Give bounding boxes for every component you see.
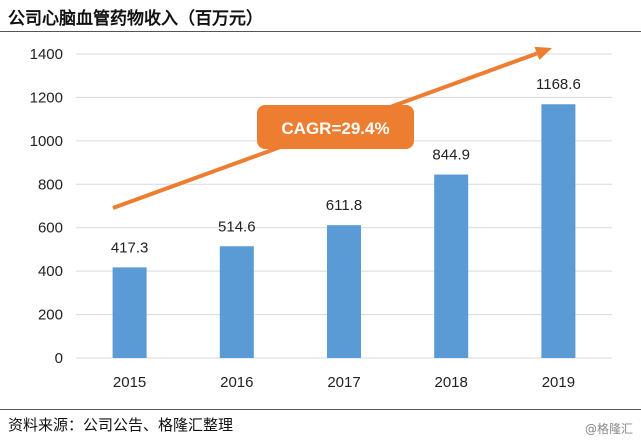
y-tick-label-600: 600	[38, 220, 63, 237]
data-label-2019: 1168.6	[536, 76, 581, 93]
y-tick-label-1000: 1000	[30, 133, 63, 150]
data-label-2018: 844.9	[432, 147, 470, 164]
bar-2019	[541, 104, 576, 358]
y-tick-label-1200: 1200	[30, 89, 63, 106]
top-divider	[0, 31, 641, 32]
x-tick-label-2018: 2018	[435, 374, 468, 391]
data-labels: 417.3 514.6 611.8 844.9 1168.6	[111, 76, 581, 256]
x-tick-label-2017: 2017	[327, 374, 360, 391]
trend-arrow-head	[534, 46, 552, 61]
gridlines	[76, 53, 612, 359]
y-tick-label-1400: 1400	[30, 46, 63, 63]
data-label-2016: 514.6	[218, 218, 256, 235]
watermark: @格隆汇	[584, 422, 633, 436]
x-tick-label-2019: 2019	[542, 374, 575, 391]
cagr-annotation: CAGR=29.4%	[257, 105, 414, 149]
bar-2015	[112, 267, 147, 358]
data-label-2015: 417.3	[111, 239, 149, 256]
bar-2018	[434, 174, 469, 358]
data-label-2017: 611.8	[326, 197, 362, 214]
cagr-box	[257, 105, 414, 149]
bar-chart: 0 200 400 600 800 1000 1200 1400 417.3 514.6 611.…	[30, 46, 612, 391]
y-tick-label-0: 0	[55, 350, 63, 367]
bars	[112, 104, 576, 358]
y-tick-label-800: 800	[38, 176, 63, 193]
x-tick-label-2015: 2015	[113, 374, 146, 391]
bar-2017	[327, 225, 361, 358]
x-axis-ticks: 2015 2016 2017 2018 2019	[113, 374, 575, 391]
x-tick-label-2016: 2016	[220, 374, 253, 391]
bar-2016	[219, 246, 254, 358]
cagr-label: CAGR=29.4%	[281, 119, 389, 138]
bottom-divider	[0, 409, 641, 410]
chart-title: 公司心脑血管药物收入（百万元）	[8, 9, 263, 29]
source-note: 资料来源：公司公告、格隆汇整理	[8, 416, 234, 434]
y-tick-label-400: 400	[38, 263, 63, 280]
y-axis-ticks: 0 200 400 600 800 1000 1200 1400	[30, 46, 63, 367]
y-tick-label-200: 200	[38, 307, 63, 324]
